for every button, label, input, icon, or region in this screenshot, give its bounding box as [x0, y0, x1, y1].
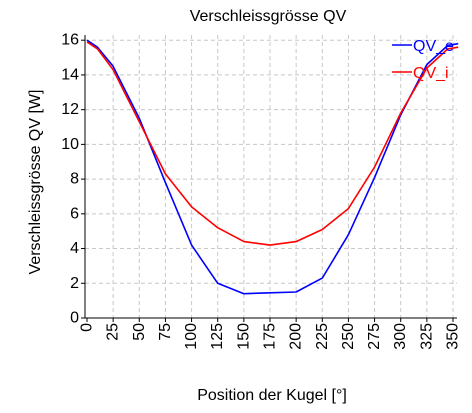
x-tick-label: 325 — [418, 323, 435, 350]
y-tick-label: 6 — [70, 205, 79, 222]
y-axis-label: Verschleissgrösse QV [W] — [27, 90, 44, 275]
x-tick-label: 25 — [105, 323, 122, 341]
x-tick-label: 75 — [157, 323, 174, 341]
x-axis-label: Position der Kugel [°] — [197, 387, 347, 404]
x-tick-label: 150 — [235, 323, 252, 350]
y-tick-label: 0 — [70, 310, 79, 327]
x-tick-label: 125 — [209, 323, 226, 350]
legend-label: QV_i — [413, 65, 449, 82]
y-tick-label: 8 — [70, 171, 79, 188]
x-tick-label: 100 — [183, 323, 200, 350]
x-tick-label: 175 — [262, 323, 279, 350]
y-tick-label: 10 — [61, 136, 79, 153]
y-tick-label: 2 — [70, 275, 79, 292]
y-tick-labels: 0 2 4 6 8 10 12 14 16 — [61, 32, 79, 327]
x-tick-label: 275 — [366, 323, 383, 350]
x-tick-label: 300 — [392, 323, 409, 350]
chart-title: Verschleissgrösse QV — [190, 8, 347, 25]
x-tick-label: 225 — [314, 323, 331, 350]
legend: QV_e QV_i — [392, 38, 454, 82]
x-tick-label: 200 — [288, 323, 305, 350]
y-tick-label: 16 — [61, 32, 79, 49]
grid — [85, 35, 457, 318]
x-tick-label: 0 — [79, 323, 96, 332]
legend-label: QV_e — [413, 38, 454, 55]
series-line-qv-i — [86, 41, 459, 246]
y-tick-label: 14 — [61, 66, 79, 83]
y-tick-label: 12 — [61, 101, 79, 118]
x-tick-label: 350 — [445, 323, 462, 350]
axes — [81, 35, 457, 322]
x-tick-labels: 0 25 50 75 100 125 150 175 200 225 250 275 300 325 350 — [79, 323, 462, 350]
series-lines — [86, 39, 459, 295]
series-line-qv-e — [86, 39, 459, 295]
y-tick-label: 4 — [70, 240, 79, 257]
x-tick-label: 50 — [131, 323, 148, 341]
x-tick-label: 250 — [340, 323, 357, 350]
